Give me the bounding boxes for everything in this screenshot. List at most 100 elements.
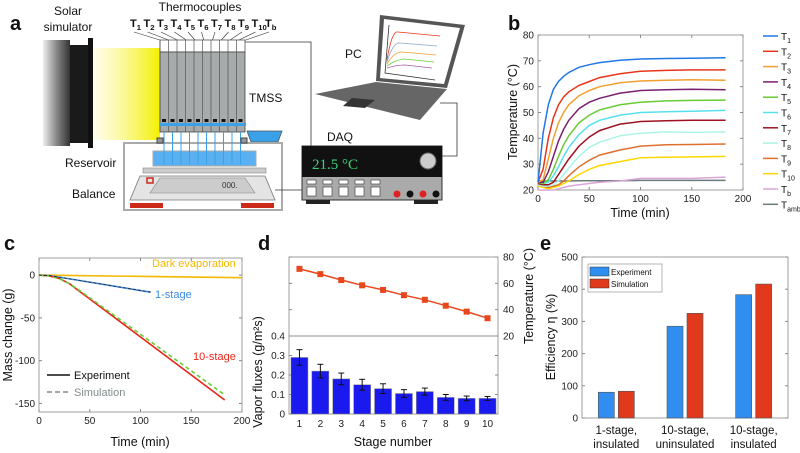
legend-label: Simulation xyxy=(74,387,125,399)
x-tick-label: 9 xyxy=(464,419,470,430)
stage-condenser xyxy=(238,119,243,122)
pc-daq-wire xyxy=(440,102,458,157)
reservoir-label: Reservoir xyxy=(65,156,116,170)
temperature-marker xyxy=(421,296,428,303)
series-line-dark-evaporation xyxy=(38,274,243,279)
legend-label-Tb: Tb xyxy=(781,185,791,198)
stage-condenser xyxy=(170,119,175,122)
d-y-axis-label-temperature: Temperature (°C) xyxy=(522,248,536,344)
thermocouple-wire xyxy=(228,31,243,42)
legend-label: Simulation xyxy=(611,280,648,289)
daq-button xyxy=(354,186,365,197)
x-tick-label: 3 xyxy=(338,419,344,430)
annotation-label: 1-stage xyxy=(155,289,192,301)
balance-foot-left xyxy=(130,203,163,208)
thermocouple-label: T9 xyxy=(238,18,249,32)
x-tick-label: 0 xyxy=(535,194,541,205)
thermocouple-wire xyxy=(187,31,197,42)
laptop-touchpad xyxy=(343,98,375,108)
y-tick-label-right: 20 xyxy=(503,332,515,343)
balance-foot-right xyxy=(241,203,274,208)
x-tick-label: 8 xyxy=(443,419,449,430)
temperature-marker xyxy=(359,282,366,289)
y-tick-label-right: 80 xyxy=(503,253,515,264)
y-tick-label: -150 xyxy=(15,399,35,410)
light-beam xyxy=(93,48,160,140)
d-y-axis-label-flux: Vapor fluxes (g/m²s) xyxy=(251,316,265,428)
series-line-simulation xyxy=(38,274,226,396)
bar-simulation xyxy=(686,313,704,419)
daq-small-button xyxy=(306,179,317,185)
balance-display-panel xyxy=(149,177,256,194)
stage-condenser xyxy=(213,119,217,122)
d-top-plot-area xyxy=(288,256,499,337)
x-tick-label: 7 xyxy=(422,419,428,430)
thermocouple-label: T6 xyxy=(198,18,209,32)
thermocouple-wire xyxy=(147,31,172,42)
c-x-axis-label: Time (min) xyxy=(110,435,169,449)
y-tick-label: 0.3 xyxy=(271,351,285,362)
y-tick-label: 30 xyxy=(523,160,535,171)
x-tick-label: 100 xyxy=(632,194,649,205)
x-tick-label: 0 xyxy=(36,416,42,427)
daq-small-button xyxy=(322,179,333,185)
series-line-10-stage xyxy=(38,274,226,401)
y-tick-label: 0 xyxy=(29,271,35,282)
daq-foot-left xyxy=(306,200,330,204)
daq-temperature-display: 21.5 °C xyxy=(312,157,358,173)
category-label: insulated xyxy=(593,439,639,451)
temperature-marker xyxy=(296,265,303,272)
y-tick-label: 300 xyxy=(561,317,578,328)
series-line-T1 xyxy=(537,56,726,183)
bar-experiment xyxy=(666,325,684,419)
x-tick-label: 150 xyxy=(683,194,700,205)
thermocouple-label: T5 xyxy=(184,18,196,32)
stage-condenser xyxy=(196,119,200,122)
x-tick-label: 150 xyxy=(183,416,200,427)
thermocouple-label: T10 xyxy=(252,18,267,32)
y-tick-label-right: 60 xyxy=(503,279,515,290)
laptop-keyboard-base xyxy=(315,82,447,120)
y-tick-label: -50 xyxy=(21,313,36,324)
panel-c-mass-change-chart: Time (min) Mass change (g) 0 50 100 150 200 -… xyxy=(1,257,251,449)
legend-label-T10: T10 xyxy=(781,170,795,183)
daq-display-panel xyxy=(302,146,442,177)
thermocouple-label: T3 xyxy=(157,18,168,32)
legend-label-Tamb: Tamb xyxy=(781,200,800,213)
panel-label-d: d xyxy=(258,233,270,255)
temperature-marker xyxy=(463,308,470,315)
category-label: 1-stage, xyxy=(596,425,638,437)
reservoir-basin xyxy=(152,150,257,167)
balance-frame xyxy=(123,142,283,211)
series-line-Tamb xyxy=(538,179,726,182)
legend-label-T6: T6 xyxy=(781,109,791,122)
x-tick-label: 50 xyxy=(584,194,596,205)
daq-small-button xyxy=(370,179,381,185)
legend-label-T8: T8 xyxy=(781,139,791,152)
x-tick-label: 4 xyxy=(359,419,365,430)
legend-label-T1: T1 xyxy=(781,32,791,45)
series-line-T2 xyxy=(537,69,726,183)
y-tick-label: 100 xyxy=(561,381,578,392)
daq-label: DAQ xyxy=(327,130,353,144)
annotation-label: 10-stage xyxy=(193,351,236,363)
thermocouples-label: Thermocouples xyxy=(159,0,242,14)
series-line-T6 xyxy=(537,109,726,185)
thermocouple-label: T8 xyxy=(225,18,237,32)
daq-terminal xyxy=(393,190,401,198)
x-tick-label: 50 xyxy=(84,416,96,427)
panel-d-stage-chart: Stage number Vapor fluxes (g/m²s) Temper… xyxy=(251,248,536,449)
x-tick-label: 200 xyxy=(735,194,752,205)
daq-button xyxy=(370,186,381,197)
daq-foot-right xyxy=(414,200,438,204)
y-tick-label: 20 xyxy=(523,186,535,197)
legend-label-T7: T7 xyxy=(781,124,791,137)
solar-lamp-body xyxy=(43,40,70,146)
temperature-marker xyxy=(400,292,407,299)
daq-small-button xyxy=(338,179,349,185)
legend-label-T4: T4 xyxy=(781,78,791,91)
bar-experiment xyxy=(598,391,615,419)
stage-condenser xyxy=(230,119,234,122)
legend-label-T3: T3 xyxy=(781,63,791,76)
bar-simulation xyxy=(755,283,772,419)
